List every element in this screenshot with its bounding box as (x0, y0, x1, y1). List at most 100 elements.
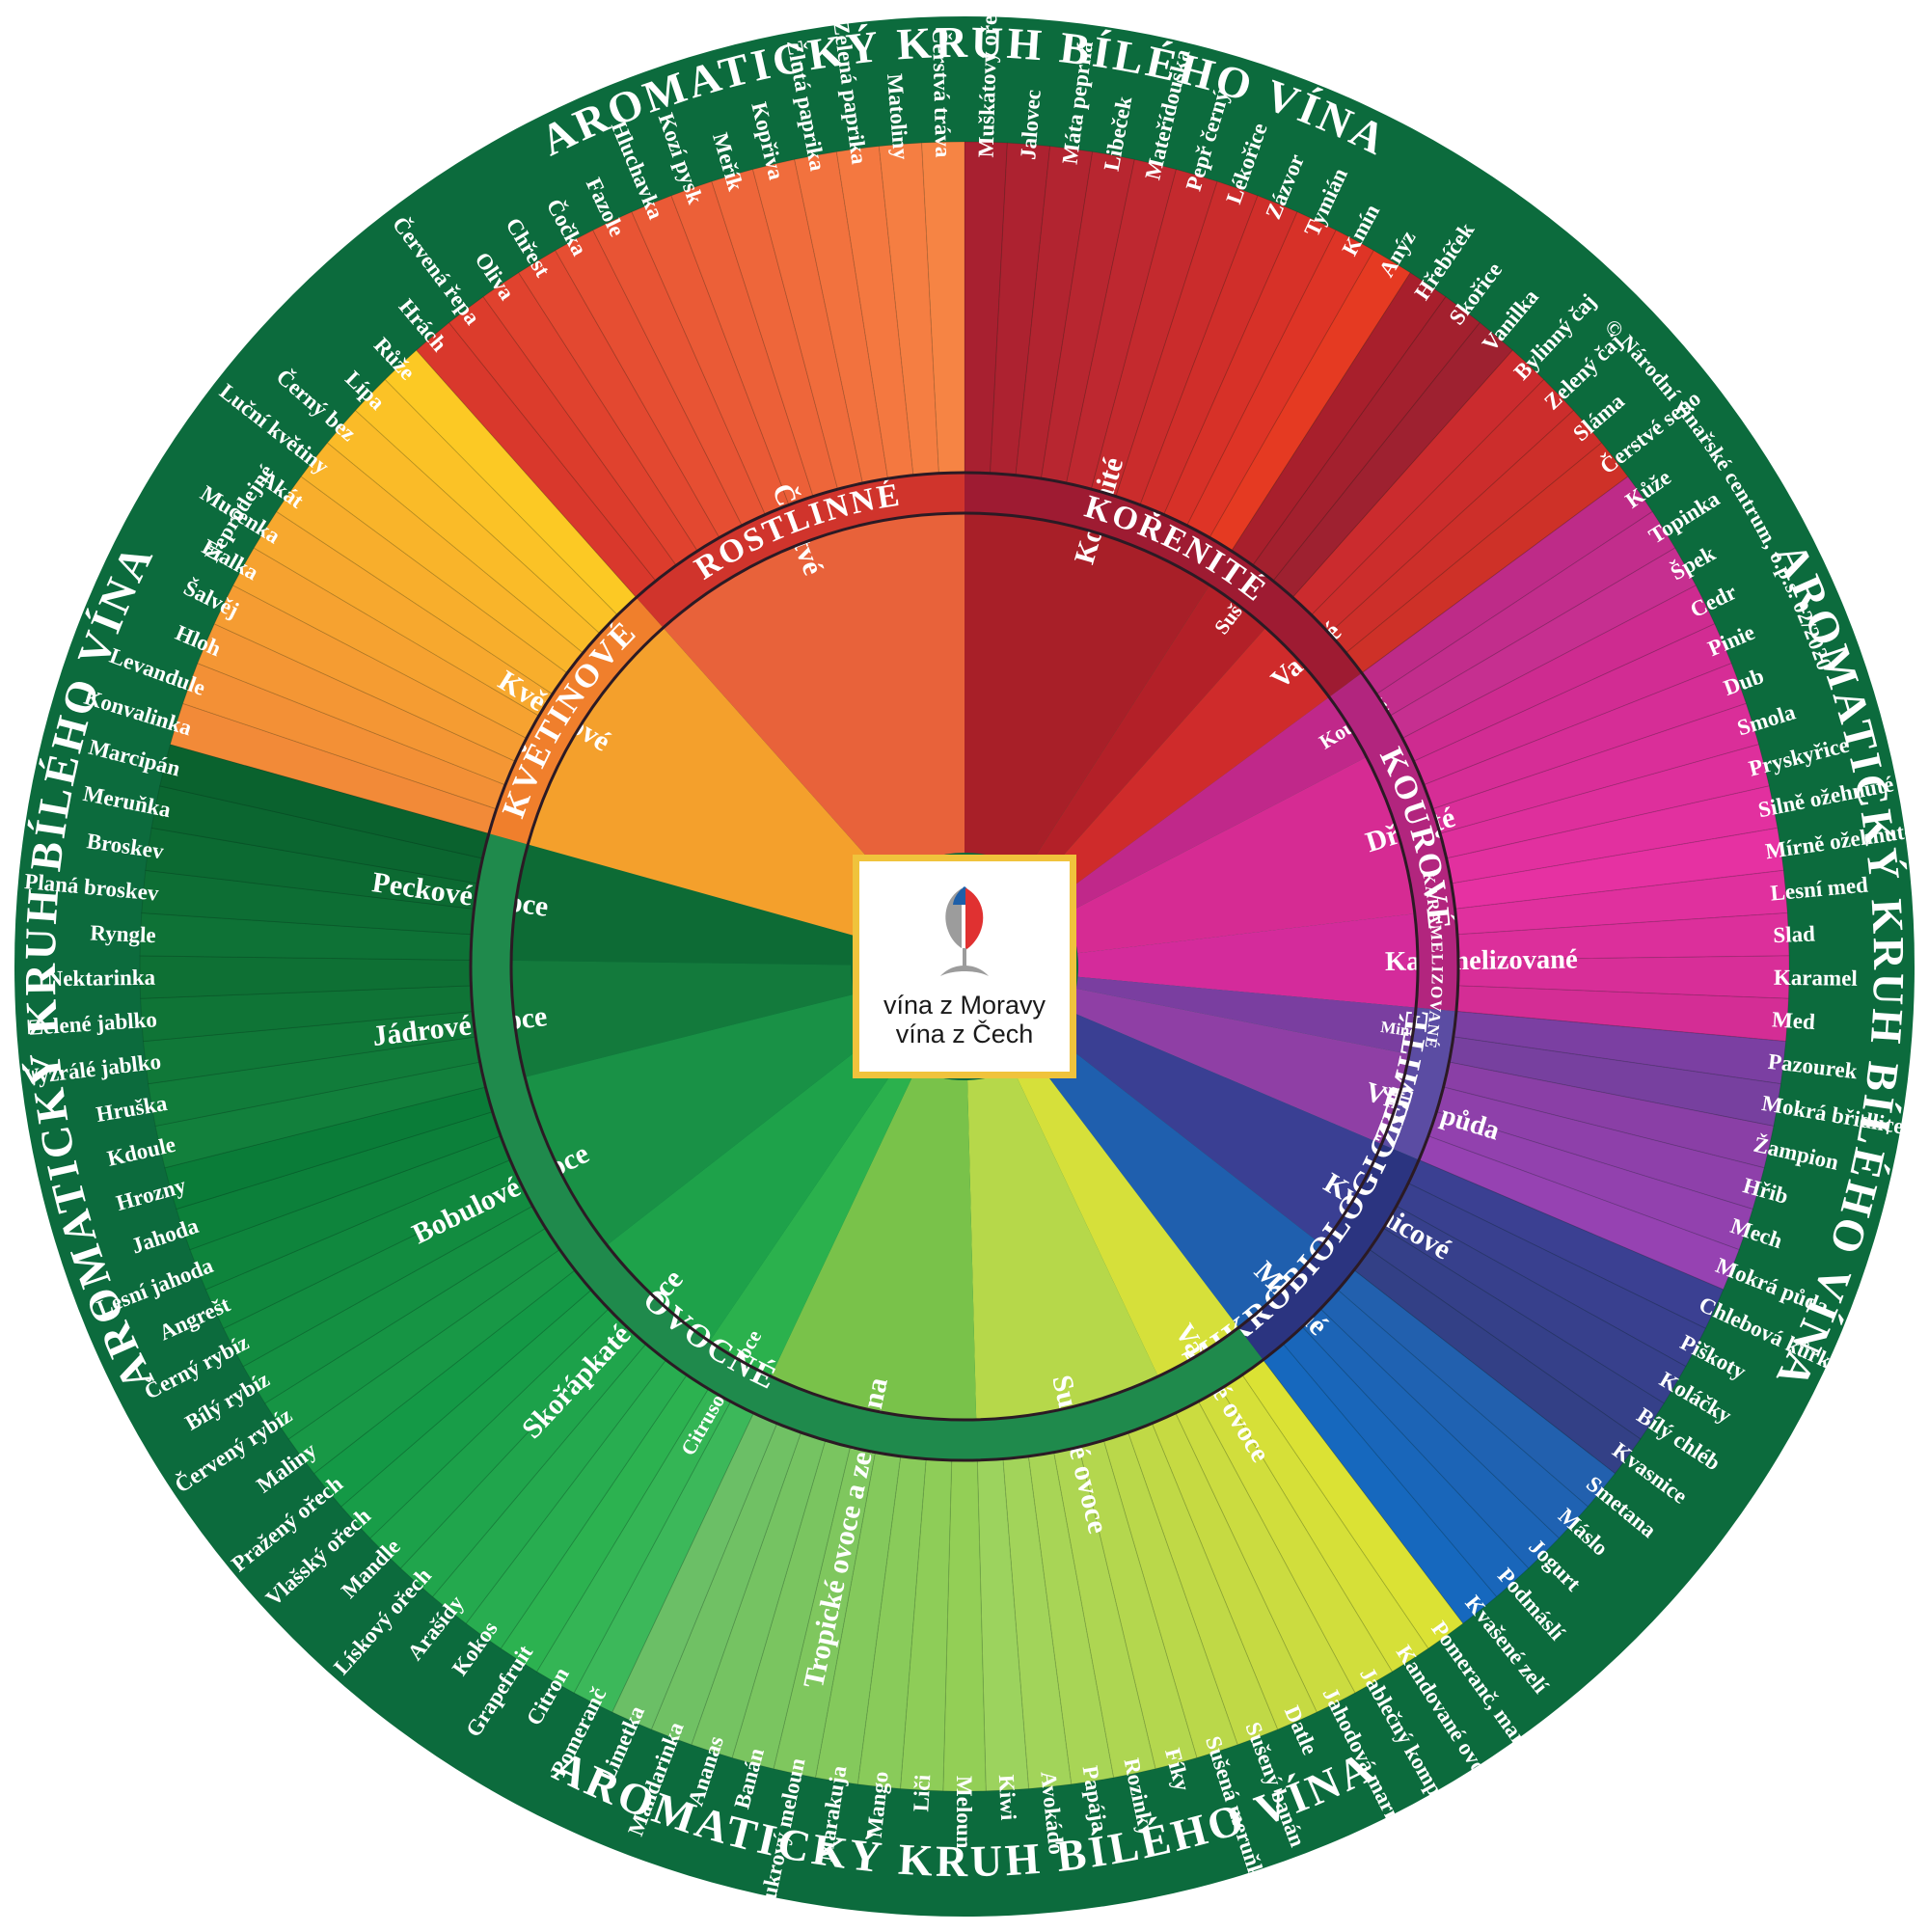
subcategory-wedge (1065, 756, 1415, 954)
subcategory-label: Karamelizované (1385, 944, 1578, 977)
descriptor-label: Nektarinka (46, 966, 155, 991)
descriptor-wedge (774, 1447, 876, 1778)
subcategory-wedge (771, 1069, 977, 1420)
descriptor-wedge (197, 623, 516, 785)
category-band-arc (636, 473, 964, 628)
descriptor-wedge (942, 1459, 987, 1791)
descriptor-wedge (611, 1412, 777, 1729)
descriptor-wedge (1053, 1447, 1155, 1778)
descriptor-wedge (483, 272, 698, 566)
descriptor-wedge (164, 1087, 493, 1210)
descriptor-wedge (671, 181, 814, 505)
descriptor-wedge (243, 1206, 546, 1403)
subcategory-wedge (525, 993, 875, 1245)
subcategory-wedge (1025, 585, 1266, 882)
descriptor-wedge (815, 1452, 901, 1784)
descriptor-wedge (205, 1159, 521, 1329)
logo-line-1: vína z Moravy (883, 991, 1046, 1020)
descriptor-wedge (276, 476, 568, 694)
descriptor-wedge (416, 322, 657, 598)
descriptor-wedge (448, 296, 677, 582)
descriptor-wedge (327, 410, 600, 653)
descriptor-wedge (1209, 250, 1411, 552)
descriptor-label: Jalovec (1016, 89, 1046, 161)
descriptor-wedge (155, 1062, 486, 1168)
descriptor-wedge (145, 828, 478, 910)
descriptor-wedge (1241, 1359, 1463, 1649)
subcategory-wedge (709, 1060, 916, 1376)
descriptor-wedge (857, 1456, 927, 1789)
subcategory-wedge (1013, 1057, 1239, 1376)
logo-badge: vína z Moravy vína z Čech (853, 855, 1076, 1078)
descriptor-wedge (1427, 1111, 1753, 1250)
descriptor-label: Meloun (952, 1776, 976, 1849)
descriptor-wedge (140, 955, 472, 999)
descriptor-wedge (432, 1344, 666, 1624)
descriptor-wedge (1402, 585, 1715, 762)
descriptor-wedge (836, 146, 913, 479)
category-band-arc (1238, 1144, 1420, 1360)
descriptor-wedge (385, 350, 637, 615)
descriptor-wedge (964, 142, 1008, 474)
descriptor-wedge (1152, 1412, 1318, 1729)
descriptor-label: Ryngle (90, 921, 156, 948)
descriptor-wedge (264, 1228, 560, 1439)
descriptor-wedge (159, 744, 489, 858)
descriptor-wedge (1353, 1249, 1641, 1474)
descriptor-wedge (1140, 195, 1298, 515)
descriptor-wedge (1454, 870, 1788, 935)
logo-line-2: vína z Čech (895, 1020, 1034, 1049)
descriptor-wedge (1091, 169, 1218, 497)
descriptor-wedge (140, 985, 474, 1042)
descriptor-wedge (711, 169, 838, 497)
category-band-arc (1329, 672, 1459, 1012)
descriptor-wedge (574, 1401, 754, 1713)
descriptor-wedge (170, 703, 497, 834)
subcategory-wedge (511, 960, 855, 1077)
descriptor-wedge (1413, 623, 1732, 785)
subcategory-wedge (1077, 913, 1418, 1008)
category-band-arc (964, 473, 1362, 697)
descriptor-wedge (1078, 1440, 1197, 1769)
descriptor-wedge (1028, 1452, 1114, 1784)
descriptor-wedge (1345, 443, 1628, 673)
descriptor-wedge (1252, 296, 1481, 582)
subcategory-wedge (1075, 976, 1417, 1054)
descriptor-label: Karamel (1774, 966, 1858, 991)
descriptor-wedge (1198, 1388, 1393, 1694)
descriptor-wedge (1361, 476, 1653, 694)
descriptor-wedge (1231, 272, 1446, 566)
subcategory-wedge (1040, 627, 1330, 899)
descriptor-wedge (232, 548, 539, 739)
descriptor-wedge (1002, 1456, 1072, 1789)
descriptor-wedge (141, 870, 475, 935)
descriptor-wedge (140, 912, 473, 961)
descriptor-wedge (1455, 985, 1789, 1042)
descriptor-label: Slad (1773, 921, 1816, 947)
descriptor-wedge (691, 1432, 826, 1758)
descriptor-wedge (900, 1458, 952, 1791)
descriptor-wedge (288, 1249, 576, 1474)
descriptor-wedge (182, 663, 505, 809)
descriptor-wedge (340, 1290, 609, 1538)
descriptor-wedge (1292, 350, 1544, 615)
descriptor-wedge (1041, 151, 1135, 484)
category-band-arc (1381, 1007, 1456, 1160)
descriptor-wedge (631, 195, 789, 515)
descriptor-wedge (1432, 703, 1759, 834)
subcategory-wedge (663, 513, 964, 882)
descriptor-label: Čerstvá tráva (928, 27, 957, 158)
descriptor-wedge (1456, 912, 1789, 961)
subcategory-wedge (511, 844, 856, 966)
descriptor-wedge (1115, 181, 1258, 505)
descriptor-wedge (1103, 1432, 1238, 1758)
descriptor-wedge (1446, 785, 1778, 884)
descriptor-wedge (1016, 146, 1093, 479)
descriptor-wedge (1453, 1011, 1786, 1084)
descriptor-wedge (1283, 1326, 1529, 1597)
descriptor-label: Liči (909, 1774, 935, 1812)
subcategory-wedge (1055, 696, 1367, 914)
subcategory-wedge (1069, 988, 1410, 1145)
descriptor-wedge (1451, 828, 1784, 910)
